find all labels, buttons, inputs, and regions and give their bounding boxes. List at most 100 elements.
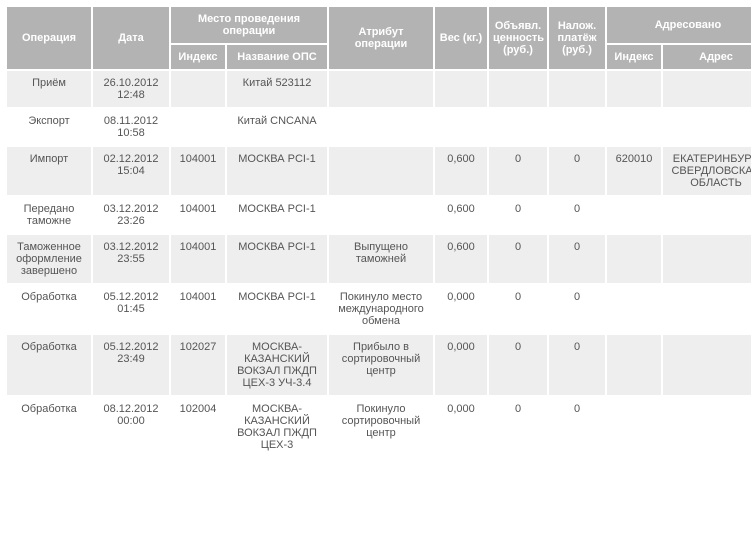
table-body: Приём26.10.2012 12:48Китай 523112Экспорт… bbox=[7, 71, 751, 457]
cell-addr-index bbox=[607, 235, 661, 283]
cell-addr-index bbox=[607, 335, 661, 395]
header-place-group: Место проведения операции bbox=[171, 7, 327, 43]
cell-attribute bbox=[329, 147, 433, 195]
cell-date: 02.12.2012 15:04 bbox=[93, 147, 169, 195]
cell-attribute: Прибыло в сортировочный центр bbox=[329, 335, 433, 395]
cell-ops-name: МОСКВА PCI-1 bbox=[227, 147, 327, 195]
cell-cod-payment: 0 bbox=[549, 335, 605, 395]
header-addr-address: Адрес bbox=[663, 45, 751, 69]
table-row: Импорт02.12.2012 15:04104001МОСКВА PCI-1… bbox=[7, 147, 751, 195]
cell-declared-value: 0 bbox=[489, 285, 547, 333]
cell-addr-index bbox=[607, 197, 661, 233]
header-weight: Вес (кг.) bbox=[435, 7, 487, 69]
header-date: Дата bbox=[93, 7, 169, 69]
cell-index bbox=[171, 109, 225, 145]
cell-ops-name: МОСКВА-КАЗАНСКИЙ ВОКЗАЛ ПЖДП ЦЕХ-3 УЧ-3.… bbox=[227, 335, 327, 395]
cell-addr-address bbox=[663, 397, 751, 457]
header-ops-name: Название ОПС bbox=[227, 45, 327, 69]
cell-index bbox=[171, 71, 225, 107]
table-row: Приём26.10.2012 12:48 Китай 523112 bbox=[7, 71, 751, 107]
cell-weight: 0,600 bbox=[435, 147, 487, 195]
cell-attribute: Покинуло место международного обмена bbox=[329, 285, 433, 333]
cell-date: 26.10.2012 12:48 bbox=[93, 71, 169, 107]
cell-operation: Обработка bbox=[7, 285, 91, 333]
cell-weight: 0,600 bbox=[435, 197, 487, 233]
header-declared-value: Объявл. ценность (руб.) bbox=[489, 7, 547, 69]
cell-index: 104001 bbox=[171, 197, 225, 233]
cell-attribute bbox=[329, 71, 433, 107]
table-row: Обработка05.12.2012 23:49102027МОСКВА-КА… bbox=[7, 335, 751, 395]
table-row: Обработка08.12.2012 00:00102004МОСКВА-КА… bbox=[7, 397, 751, 457]
header-addr-index: Индекс bbox=[607, 45, 661, 69]
cell-operation: Обработка bbox=[7, 335, 91, 395]
cell-operation: Приём bbox=[7, 71, 91, 107]
cell-declared-value: 0 bbox=[489, 235, 547, 283]
cell-cod-payment: 0 bbox=[549, 397, 605, 457]
cell-date: 08.12.2012 00:00 bbox=[93, 397, 169, 457]
cell-index: 104001 bbox=[171, 235, 225, 283]
cell-operation: Обработка bbox=[7, 397, 91, 457]
cell-operation: Передано таможне bbox=[7, 197, 91, 233]
cell-operation: Таможенное оформление завершено bbox=[7, 235, 91, 283]
cell-weight: 0,000 bbox=[435, 285, 487, 333]
cell-operation: Экспорт bbox=[7, 109, 91, 145]
cell-addr-index bbox=[607, 71, 661, 107]
cell-date: 03.12.2012 23:55 bbox=[93, 235, 169, 283]
cell-index: 102004 bbox=[171, 397, 225, 457]
cell-date: 08.11.2012 10:58 bbox=[93, 109, 169, 145]
cell-ops-name: МОСКВА PCI-1 bbox=[227, 235, 327, 283]
cell-declared-value bbox=[489, 109, 547, 145]
cell-addr-address bbox=[663, 235, 751, 283]
header-cod-payment: Налож. платёж (руб.) bbox=[549, 7, 605, 69]
cell-cod-payment: 0 bbox=[549, 235, 605, 283]
header-attribute: Атрибут операции bbox=[329, 7, 433, 69]
cell-weight: 0,000 bbox=[435, 397, 487, 457]
cell-addr-address bbox=[663, 285, 751, 333]
table-row: Таможенное оформление завершено03.12.201… bbox=[7, 235, 751, 283]
cell-index: 102027 bbox=[171, 335, 225, 395]
cell-weight bbox=[435, 109, 487, 145]
cell-weight bbox=[435, 71, 487, 107]
table-row: Передано таможне03.12.2012 23:26104001МО… bbox=[7, 197, 751, 233]
header-index: Индекс bbox=[171, 45, 225, 69]
cell-addr-address bbox=[663, 109, 751, 145]
header-operation: Операция bbox=[7, 7, 91, 69]
cell-declared-value: 0 bbox=[489, 197, 547, 233]
cell-cod-payment: 0 bbox=[549, 285, 605, 333]
cell-cod-payment: 0 bbox=[549, 147, 605, 195]
cell-attribute: Покинуло сортировочный центр bbox=[329, 397, 433, 457]
table-header: Операция Дата Место проведения операции … bbox=[7, 7, 751, 69]
cell-attribute: Выпущено таможней bbox=[329, 235, 433, 283]
cell-addr-index: 620010 bbox=[607, 147, 661, 195]
cell-addr-address: ЕКАТЕРИНБУРГ, СВЕРДЛОВСКАЯ ОБЛАСТЬ bbox=[663, 147, 751, 195]
cell-weight: 0,000 bbox=[435, 335, 487, 395]
cell-addr-index bbox=[607, 397, 661, 457]
tracking-table: Операция Дата Место проведения операции … bbox=[5, 5, 751, 459]
cell-cod-payment: 0 bbox=[549, 197, 605, 233]
cell-cod-payment bbox=[549, 71, 605, 107]
cell-cod-payment bbox=[549, 109, 605, 145]
cell-ops-name: Китай CNCANA bbox=[227, 109, 327, 145]
cell-ops-name: МОСКВА PCI-1 bbox=[227, 197, 327, 233]
cell-date: 05.12.2012 01:45 bbox=[93, 285, 169, 333]
cell-ops-name: МОСКВА-КАЗАНСКИЙ ВОКЗАЛ ПЖДП ЦЕХ-3 bbox=[227, 397, 327, 457]
cell-declared-value: 0 bbox=[489, 335, 547, 395]
cell-weight: 0,600 bbox=[435, 235, 487, 283]
cell-ops-name: МОСКВА PCI-1 bbox=[227, 285, 327, 333]
cell-declared-value: 0 bbox=[489, 397, 547, 457]
cell-ops-name: Китай 523112 bbox=[227, 71, 327, 107]
table-row: Обработка05.12.2012 01:45104001МОСКВА PC… bbox=[7, 285, 751, 333]
cell-index: 104001 bbox=[171, 147, 225, 195]
cell-attribute bbox=[329, 197, 433, 233]
header-addressed-group: Адресовано bbox=[607, 7, 751, 43]
cell-declared-value: 0 bbox=[489, 147, 547, 195]
cell-date: 05.12.2012 23:49 bbox=[93, 335, 169, 395]
cell-addr-address bbox=[663, 71, 751, 107]
cell-index: 104001 bbox=[171, 285, 225, 333]
cell-addr-address bbox=[663, 197, 751, 233]
cell-addr-index bbox=[607, 109, 661, 145]
cell-operation: Импорт bbox=[7, 147, 91, 195]
cell-addr-address bbox=[663, 335, 751, 395]
cell-date: 03.12.2012 23:26 bbox=[93, 197, 169, 233]
table-row: Экспорт08.11.2012 10:58 Китай CNCANA bbox=[7, 109, 751, 145]
